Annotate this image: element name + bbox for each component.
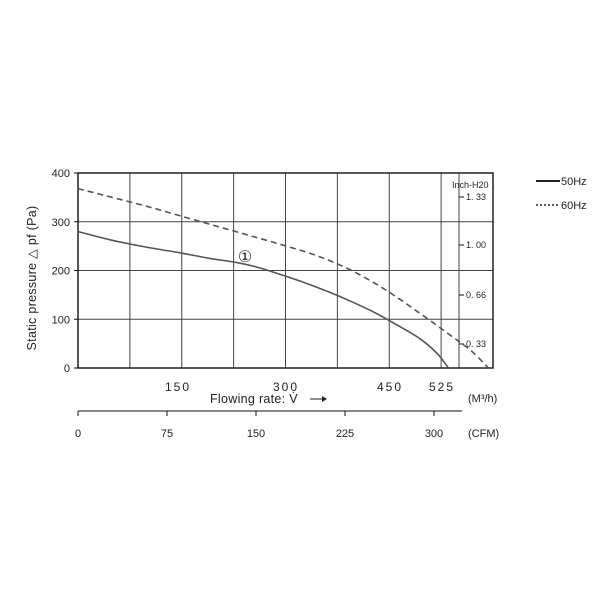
x-axis-title: Flowing rate: V̇: [210, 392, 298, 406]
legend-label: 50Hz: [561, 176, 587, 188]
flow-arrow-head: [322, 396, 327, 402]
y-tick-label: 200: [52, 266, 70, 278]
series: [77, 187, 489, 369]
axes: [74, 172, 494, 416]
curve-marker: ①: [238, 249, 252, 266]
right-tick-label: 0. 33: [466, 339, 486, 349]
cfm-tick-label: 0: [75, 428, 81, 440]
y-tick-label: 100: [52, 314, 70, 326]
right-tick-label: 1. 00: [466, 240, 486, 250]
cfm-tick-label: 150: [247, 428, 265, 440]
right-tick-label: 1. 33: [466, 192, 486, 202]
right-axis-title: Inch-H20: [452, 180, 489, 190]
y-tick-label: 400: [52, 168, 70, 180]
tick-labels: 0 100 200 300 400 150 300 450 525 0 75 150 225 300 1. …: [52, 168, 486, 440]
grid: [78, 173, 493, 368]
y-tick-label: 300: [52, 217, 70, 229]
right-tick-label: 0. 66: [466, 290, 486, 300]
series-line-60Hz: [77, 187, 489, 369]
x-primary-tick-label: 450: [377, 380, 403, 394]
y-axis-title: Static pressure △ pf (Pa): [25, 206, 39, 351]
cfm-tick-label: 300: [425, 428, 443, 440]
x-primary-tick-label: 300: [273, 380, 299, 394]
legend-label: 60Hz: [561, 200, 587, 212]
series-line-50Hz: [77, 230, 450, 369]
x-primary-unit: (M³/h): [468, 393, 497, 405]
x-primary-tick-label: 150: [165, 380, 191, 394]
y-tick-label: 0: [64, 363, 70, 375]
x-primary-tick-label: 525: [429, 380, 455, 394]
cfm-tick-label: 225: [336, 428, 354, 440]
cfm-tick-label: 75: [161, 428, 173, 440]
legend: 50Hz 60Hz: [536, 176, 587, 212]
x-secondary-unit: (CFM): [468, 428, 499, 440]
